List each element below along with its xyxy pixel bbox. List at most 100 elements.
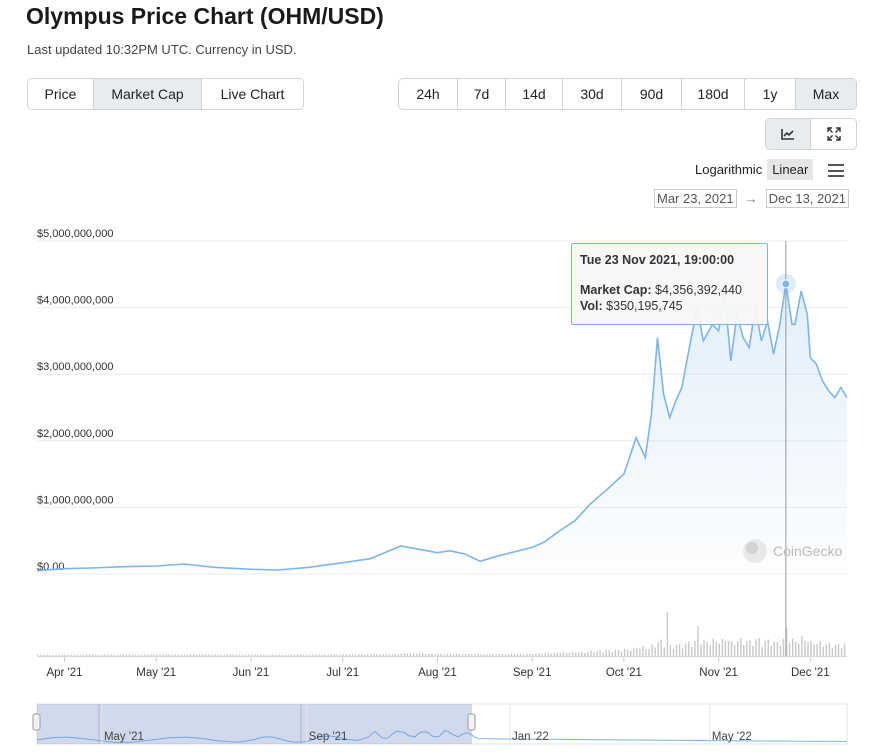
volume-bar [391,654,393,656]
scale-linear[interactable]: Linear [767,159,814,180]
tab-live-chart[interactable]: Live Chart [220,86,285,102]
volume-bar [666,612,669,656]
range-max[interactable]: Max [796,79,856,109]
volume-bar [315,654,317,656]
volume-bar [458,653,461,656]
volume-bar [128,654,131,656]
volume-bar [43,654,45,656]
date-range: Mar 23, 2021 → Dec 13, 2021 [654,189,849,208]
volume-bar [125,654,127,656]
chart-tools [765,118,857,150]
volume-bar [743,644,745,656]
hamburger-menu-icon[interactable] [828,164,844,177]
tab-market-cap[interactable]: Market Cap [94,79,202,109]
volume-bar [642,646,644,656]
volume-bar [52,654,54,656]
volume-bar [801,636,803,656]
volume-bar [354,654,357,656]
volume-bar [571,652,574,656]
navigator-handle-left[interactable] [32,713,41,731]
tooltip-vol-value: $350,195,745 [606,299,683,313]
volume-bar [636,647,638,656]
volume-bar [263,654,265,656]
x-tick-label: Nov '21 [699,667,738,679]
range-180d[interactable]: 180d [682,79,745,109]
date-from-input[interactable]: Mar 23, 2021 [654,189,737,208]
volume-bar [299,654,302,656]
volume-bar [630,650,632,656]
volume-bar [266,654,268,656]
volume-bar [122,654,124,656]
volume-bar [795,641,797,656]
navigator-handle-right[interactable] [467,713,476,731]
volume-bar [593,652,595,656]
volume-bar [348,654,351,656]
volume-bar [205,654,207,656]
volume-bar [195,654,198,656]
volume-bar [232,654,234,656]
volume-bar [376,654,378,656]
volume-bar [413,653,415,656]
volume-bar [134,654,137,656]
volume-bar [223,654,225,656]
volume-bar [825,644,827,656]
range-7d[interactable]: 7d [458,79,506,109]
volume-bar [159,654,161,656]
view-tabs: Price Market Cap Live Chart [27,78,304,110]
volume-bar [153,654,155,656]
volume-bar [385,654,387,656]
volume-bar [581,651,583,656]
volume-bar [675,644,678,656]
volume-bar [79,654,82,656]
volume-bar [559,653,562,656]
volume-bar [229,654,231,656]
scale-logarithmic[interactable]: Logarithmic [695,162,763,177]
volume-bar [107,654,109,656]
volume-bar [443,654,445,656]
volume-bar [587,652,589,656]
volume-bar [284,654,286,656]
volume-bar [547,653,549,656]
volume-bar [82,654,85,656]
volume-bar [61,654,63,656]
volume-bar [529,653,531,656]
date-to-input[interactable]: Dec 13, 2021 [765,189,849,208]
range-90d[interactable]: 90d [622,79,682,109]
x-tick-label: Jul '21 [326,667,359,679]
volume-bar [312,654,314,656]
volume-bar [669,644,672,656]
volume-bar [247,654,250,656]
volume-bar [394,654,396,656]
volume-bar [431,653,433,656]
range-14d[interactable]: 14d [506,79,563,109]
volume-bar [446,653,448,656]
volume-bar [828,643,831,656]
volume-bar [452,654,455,656]
volume-bar [730,640,733,656]
volume-bar [287,654,289,656]
volume-bar [168,654,170,656]
range-1y[interactable]: 1y [745,79,796,109]
volume-bar [746,641,748,656]
volume-bar [565,652,568,656]
volume-bar [678,644,681,656]
volume-bar [211,654,213,656]
market-cap-line [36,283,848,572]
volume-bar [357,654,360,656]
navigator-label: Sep '21 [309,731,348,743]
volume-bar [400,653,403,656]
range-30d[interactable]: 30d [563,79,622,109]
volume-bar [140,654,143,656]
navigator-selection[interactable] [37,704,472,744]
range-24h[interactable]: 24h [399,79,458,109]
volume-bar [837,643,840,656]
volume-bar [831,647,834,656]
volume-bar [776,642,779,656]
chart-tooltip: Tue 23 Nov 2021, 19:00:00 Market Cap: $4… [571,243,768,325]
market-cap-area [37,283,847,574]
line-chart-button[interactable] [766,119,811,149]
fullscreen-button[interactable] [811,119,856,149]
volume-bar [523,654,525,656]
tab-price[interactable]: Price [28,79,94,109]
